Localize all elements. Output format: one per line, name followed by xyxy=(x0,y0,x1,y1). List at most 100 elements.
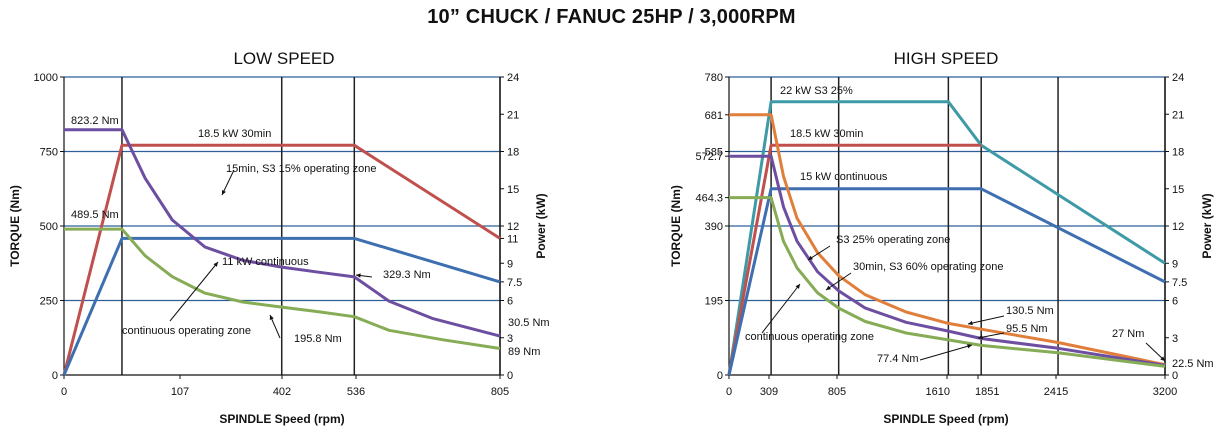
y2-tick-label: 6 xyxy=(507,296,513,308)
y2-tick-label: 15 xyxy=(1172,184,1184,196)
annotation-arrowhead xyxy=(1160,356,1165,361)
y2-tick-label: 7.5 xyxy=(507,277,522,289)
x-tick-label: 402 xyxy=(273,386,291,398)
series-line-red xyxy=(62,143,501,376)
x-tick-label: 3200 xyxy=(1153,386,1177,398)
annotation-label: 130.5 Nm xyxy=(1006,305,1054,317)
series-line-purple xyxy=(64,128,501,338)
y-tick-label: 681 xyxy=(705,110,723,122)
annotation-arrowhead xyxy=(356,273,361,278)
y-tick-label: 0 xyxy=(52,370,58,382)
annotation-label: 15min, S3 15% operating zone xyxy=(226,163,376,175)
y2-tick-label: 9 xyxy=(1172,258,1178,270)
y-tick-label: 464.3 xyxy=(695,193,723,205)
annotation-arrowhead xyxy=(826,285,831,290)
y2-axis-label: Power (kW) xyxy=(1200,193,1214,258)
annotation-arrow xyxy=(761,283,801,334)
x-tick-label: 0 xyxy=(726,386,732,398)
chart-title: LOW SPEED xyxy=(233,49,334,68)
x-tick-label: 536 xyxy=(347,386,365,398)
y2-tick-label: 3 xyxy=(1172,333,1178,345)
y2-tick-label: 0 xyxy=(507,370,513,382)
annotation-arrow xyxy=(967,315,1005,325)
y2-tick-label: 12 xyxy=(1172,221,1184,233)
annotation-label: 22 kW S3 25% xyxy=(780,85,853,97)
annotation-label: S3 25% operating zone xyxy=(836,234,950,246)
series-line-orange xyxy=(729,113,1166,367)
x-tick-label: 1851 xyxy=(975,386,999,398)
y-tick-label: 0 xyxy=(717,370,723,382)
annotation-arrowhead xyxy=(967,344,972,349)
y2-tick-label: 21 xyxy=(1172,109,1184,121)
y-tick-label: 585 xyxy=(705,147,723,159)
annotation-arrow xyxy=(221,169,235,196)
annotation-arrowhead xyxy=(978,335,983,340)
annotation-label: 329.3 Nm xyxy=(383,269,431,281)
annotation-arrowhead xyxy=(795,284,800,289)
y-tick-label: 500 xyxy=(40,221,58,233)
series-line-blue xyxy=(727,187,1166,376)
x-tick-label: 805 xyxy=(491,386,509,398)
y2-tick-label: 0 xyxy=(1172,370,1178,382)
x-tick-label: 805 xyxy=(828,386,846,398)
y2-tick-label: 24 xyxy=(1172,72,1184,84)
y-tick-label: 195 xyxy=(705,296,723,308)
y2-tick-label: 21 xyxy=(507,109,519,121)
annotation-label: 18.5 kW 30min xyxy=(790,128,863,140)
annotation-label: 89 Nm xyxy=(508,346,540,358)
annotation-arrowhead xyxy=(808,255,813,260)
y2-tick-label: 3 xyxy=(507,333,513,345)
series-line-green xyxy=(729,196,1166,368)
page-title: 10” CHUCK / FANUC 25HP / 3,000RPM xyxy=(427,6,796,28)
annotation-label: 823.2 Nm xyxy=(71,115,119,127)
series-line-blue xyxy=(62,236,501,376)
annotation-label: 77.4 Nm xyxy=(877,353,919,365)
x-axis-label: SPINDLE Speed (rpm) xyxy=(883,412,1008,426)
annotation-arrow xyxy=(825,272,852,291)
annotation-label: continuous operating zone xyxy=(122,325,251,337)
y2-tick-label: 9 xyxy=(507,258,513,270)
x-axis-label: SPINDLE Speed (rpm) xyxy=(219,412,344,426)
annotation-arrowhead xyxy=(221,190,226,195)
y2-axis-label: Power (kW) xyxy=(534,193,548,258)
y-tick-label: 390 xyxy=(705,221,723,233)
y2-tick-label: 18 xyxy=(507,147,519,159)
x-tick-label: 107 xyxy=(171,386,189,398)
annotation-label: 11 kW continuous xyxy=(222,256,309,268)
annotation-arrowhead xyxy=(968,320,973,326)
y-axis-label: TORQUE (Nm) xyxy=(8,185,22,267)
series-line-green xyxy=(64,227,501,350)
y-tick-label: 750 xyxy=(40,147,58,159)
series-line-red xyxy=(727,143,982,376)
y2-tick-label: 24 xyxy=(507,72,519,84)
y-axis-label: TORQUE (Nm) xyxy=(669,185,683,267)
y2-tick-label: 12 xyxy=(507,221,519,233)
y-tick-label: 1000 xyxy=(34,72,58,84)
annotation-arrow xyxy=(169,261,219,322)
y2-tick-label: 15 xyxy=(507,184,519,196)
chart-title: HIGH SPEED xyxy=(894,49,999,68)
series-line-teal xyxy=(727,100,1166,376)
y2-tick-label: 7.5 xyxy=(1172,277,1187,289)
annotation-arrowhead xyxy=(213,262,218,267)
x-tick-label: 309 xyxy=(760,386,778,398)
y-tick-label: 250 xyxy=(40,296,58,308)
y-tick-label: 572.7 xyxy=(695,151,723,163)
annotation-label: 195.8 Nm xyxy=(294,333,342,345)
annotation-label: 22.5 Nm xyxy=(1172,358,1214,370)
y-tick-label: 780 xyxy=(705,72,723,84)
annotation-label: 18.5 kW 30min xyxy=(198,128,271,140)
annotation-label: 27 Nm xyxy=(1112,328,1144,340)
annotation-arrowhead xyxy=(269,315,274,320)
x-tick-label: 2415 xyxy=(1044,386,1068,398)
series-line-purple xyxy=(729,154,1166,367)
annotation-label: 489.5 Nm xyxy=(71,209,119,221)
x-tick-label: 0 xyxy=(61,386,67,398)
x-tick-label: 1610 xyxy=(926,386,950,398)
annotation-label: 30min, S3 60% operating zone xyxy=(853,261,1003,273)
annotation-label: 30.5 Nm xyxy=(508,317,550,329)
y2-tick-label: 18 xyxy=(1172,147,1184,159)
annotation-label: 95.5 Nm xyxy=(1006,323,1048,335)
annotation-label: 15 kW continuous xyxy=(800,171,888,183)
